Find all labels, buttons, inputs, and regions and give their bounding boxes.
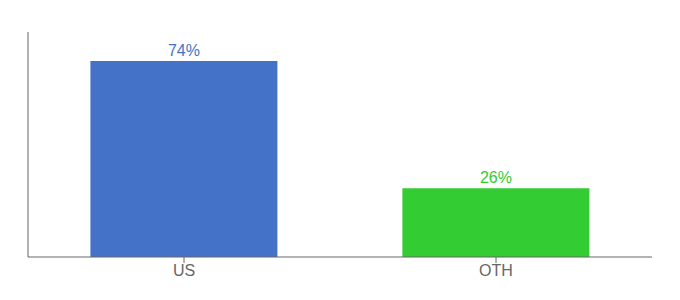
- svg-text:OTH: OTH: [479, 262, 513, 279]
- svg-text:26%: 26%: [480, 169, 512, 186]
- svg-text:US: US: [173, 262, 195, 279]
- svg-text:74%: 74%: [168, 42, 200, 59]
